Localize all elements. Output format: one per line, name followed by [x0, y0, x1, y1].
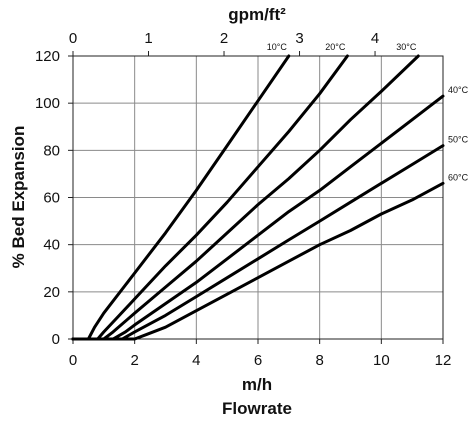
series-line [71, 94, 445, 341]
x-tick-label: 6 [254, 352, 262, 369]
x-tick-label: 8 [315, 352, 323, 369]
series-label: 60°C [448, 172, 469, 182]
y-tick-label: 80 [43, 142, 60, 159]
series-label: 20°C [325, 42, 346, 52]
series-label: 40°C [448, 85, 469, 95]
x-tick-label: 10 [373, 352, 390, 369]
y-tick-label: 100 [35, 95, 60, 112]
x-tick-label: 2 [130, 352, 138, 369]
y-tick-label: 20 [43, 284, 60, 301]
series-line [71, 54, 420, 341]
y-tick-label: 40 [43, 237, 60, 254]
top-tick-label: 1 [144, 30, 152, 47]
y-tick-label: 60 [43, 190, 60, 207]
series-line [71, 181, 445, 341]
top-tick-label: 4 [371, 30, 379, 47]
top-tick-label: 0 [69, 30, 77, 47]
series-line [71, 54, 349, 341]
x-tick-label: 0 [69, 352, 77, 369]
series-lines [71, 54, 445, 341]
x-axis-title: m/h [242, 375, 272, 394]
x-tick-label: 4 [192, 352, 200, 369]
x-axis-subtitle: Flowrate [222, 399, 292, 418]
top-axis-title: gpm/ft² [228, 5, 286, 24]
series-line [71, 54, 291, 341]
series-label: 10°C [267, 42, 288, 52]
top-tick-label: 3 [295, 30, 303, 47]
series-label: 30°C [396, 42, 417, 52]
top-tick-label: 2 [220, 30, 228, 47]
y-tick-label: 0 [52, 331, 60, 348]
y-axis-title: % Bed Expansion [9, 126, 28, 269]
series-label: 50°C [448, 135, 469, 145]
series-labels: 10°C 20°C 30°C 40°C 50°C 60°C [267, 42, 469, 182]
series-line [71, 144, 445, 341]
y-tick-label: 120 [35, 48, 60, 65]
x-tick-label: 12 [435, 352, 452, 369]
